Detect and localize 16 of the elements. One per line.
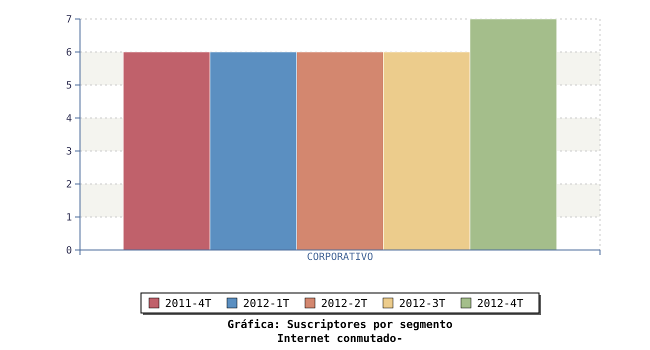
y-tick-label: 2 [66,180,72,190]
legend-label: 2012-1T [243,296,290,310]
y-tick-label: 3 [66,146,72,158]
y-tick-label: 0 [66,246,72,256]
y-tick-label: 5 [66,80,72,92]
text: Gráfica: Suscriptores por segmento [227,318,453,331]
y-tick-label: 6 [66,48,72,58]
y-tick-label: 7 [66,14,72,26]
x-tick-label: CORPORATIVO [306,252,374,263]
y-tick-label: 1 [66,212,72,224]
y-tick-label: 4 [66,114,72,124]
legend-label: 2012-3T [399,296,446,310]
text: Internet conmutado- [277,332,403,345]
legend-label: 2011-4T [165,296,212,310]
legend-label: 2012-2T [321,296,368,310]
legend-label: 2012-4T [477,296,524,310]
